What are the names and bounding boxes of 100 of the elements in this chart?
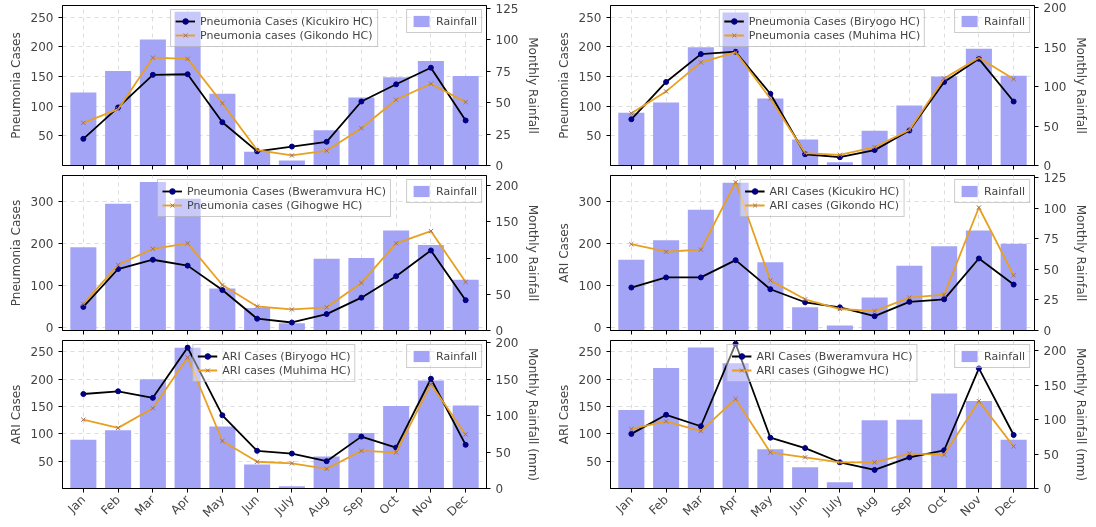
y-tick-label: 200 bbox=[578, 372, 602, 387]
x-tick-label: Feb bbox=[646, 492, 672, 518]
bar bbox=[757, 98, 784, 166]
bar bbox=[139, 39, 166, 166]
y2-tick-label: 0 bbox=[1043, 482, 1052, 496]
y-tick-label: 150 bbox=[578, 400, 602, 415]
y2-tick-label: 50 bbox=[1043, 447, 1059, 462]
legend-label: Rainfall bbox=[984, 184, 1025, 198]
y2-tick-label: 100 bbox=[1043, 201, 1067, 216]
x-tick-label: Jan bbox=[612, 492, 637, 517]
y-tick-label: 250 bbox=[578, 10, 602, 25]
legend-label: Pneumonia Cases (Biryogo HC) bbox=[748, 14, 920, 28]
bar bbox=[383, 77, 410, 166]
bar bbox=[687, 209, 714, 331]
x-tick-label: Jun bbox=[786, 492, 811, 517]
bar bbox=[278, 160, 305, 166]
bar bbox=[383, 406, 410, 489]
y2-tick-label: 150 bbox=[495, 215, 519, 230]
bar bbox=[348, 258, 375, 331]
y-axis-title: ARI Cases bbox=[556, 223, 571, 283]
bar bbox=[722, 182, 749, 331]
y-axis-title: ARI Cases bbox=[8, 384, 23, 445]
y-tick-label: 250 bbox=[30, 345, 54, 360]
y-tick-label: 100 bbox=[30, 279, 54, 294]
legend-label: Pneumonia cases (Gikondo HC) bbox=[200, 28, 373, 42]
y2-tick-label: 50 bbox=[1043, 262, 1059, 277]
y2-tick-label: 150 bbox=[1043, 40, 1067, 55]
y-tick-label: 200 bbox=[578, 237, 602, 252]
x-tick-label: Mar bbox=[679, 492, 706, 519]
y2-tick-label: 0 bbox=[1043, 324, 1052, 338]
bar bbox=[896, 419, 923, 489]
y2-tick-label: 50 bbox=[1043, 119, 1059, 134]
y-tick-label: 150 bbox=[578, 70, 602, 85]
bar bbox=[105, 203, 132, 331]
y-tick-label: 200 bbox=[30, 40, 54, 55]
bar bbox=[209, 288, 236, 331]
legend-label: ARI cases (Gihogwe HC) bbox=[756, 363, 889, 377]
y2-tick-label: 100 bbox=[1043, 413, 1067, 428]
bar bbox=[965, 230, 992, 331]
y2-tick-label: 200 bbox=[495, 336, 519, 351]
y2-tick-label: 100 bbox=[495, 251, 519, 266]
legend-label: ARI Cases (Biryogo HC) bbox=[222, 349, 351, 363]
y2-tick-label: 150 bbox=[1043, 378, 1067, 393]
x-tick-label: Jun bbox=[238, 492, 263, 517]
y-tick-label: 200 bbox=[30, 372, 54, 387]
y-tick-label: 0 bbox=[593, 321, 602, 336]
y-tick-label: 100 bbox=[30, 99, 54, 114]
bar bbox=[313, 258, 340, 331]
bar bbox=[896, 265, 923, 331]
x-tick-label: Aug bbox=[305, 492, 332, 520]
x-tick-label: Dec bbox=[992, 492, 1019, 519]
y-tick-label: 300 bbox=[30, 195, 54, 210]
y2-tick-label: 25 bbox=[495, 127, 511, 142]
x-tick-label: Jan bbox=[64, 492, 89, 517]
bar bbox=[244, 464, 271, 489]
bar bbox=[757, 262, 784, 331]
legend-label: Rainfall bbox=[436, 14, 477, 28]
y2-axis-title: Monthly Rainfall (mm) bbox=[526, 347, 541, 482]
y2-axis-title: Monthly Rainfall bbox=[1074, 37, 1089, 134]
y2-axis-title: Monthly Rainfall bbox=[526, 37, 541, 134]
x-tick-label: Apr bbox=[715, 492, 741, 518]
legend-label: ARI cases (Gikondo HC) bbox=[769, 198, 900, 212]
y2-tick-label: 200 bbox=[1043, 344, 1067, 359]
y2-tick-label: 50 bbox=[495, 96, 511, 111]
y-axis-title: ARI Cases bbox=[556, 384, 571, 445]
bar bbox=[417, 60, 444, 166]
legend-label: Rainfall bbox=[436, 349, 477, 363]
bar bbox=[826, 482, 853, 489]
x-tick-label: Oct bbox=[924, 492, 950, 518]
y2-tick-label: 25 bbox=[1043, 293, 1059, 308]
y2-axis-title: Monthly Rainfall bbox=[1074, 204, 1089, 302]
y2-tick-label: 0 bbox=[495, 159, 504, 173]
bar bbox=[653, 240, 680, 331]
bar bbox=[452, 405, 479, 489]
y2-tick-label: 75 bbox=[1043, 232, 1059, 247]
y2-tick-label: 0 bbox=[1043, 159, 1052, 173]
y-tick-label: 150 bbox=[30, 400, 54, 415]
y-tick-label: 100 bbox=[578, 427, 602, 442]
bar bbox=[722, 363, 749, 489]
bar bbox=[1000, 75, 1027, 166]
x-tick-label: Feb bbox=[98, 492, 124, 518]
bar bbox=[348, 97, 375, 166]
bar bbox=[618, 259, 645, 331]
bar bbox=[174, 11, 201, 166]
y2-tick-label: 200 bbox=[1043, 1, 1067, 16]
bar bbox=[618, 410, 645, 489]
bar bbox=[757, 449, 784, 489]
y2-tick-label: 50 bbox=[495, 287, 511, 302]
y-tick-label: 50 bbox=[38, 129, 54, 144]
bar bbox=[618, 112, 645, 166]
x-tick-label: Nov bbox=[957, 492, 984, 520]
y2-tick-label: 75 bbox=[495, 64, 511, 79]
bar bbox=[452, 76, 479, 166]
y-tick-label: 0 bbox=[45, 321, 54, 336]
y-tick-label: 100 bbox=[578, 279, 602, 294]
legend-label: Pneumonia Cases (Bweramvura HC) bbox=[186, 184, 387, 198]
y2-axis-title: Monthly Rainfall bbox=[526, 204, 541, 302]
bar bbox=[70, 439, 97, 489]
legend-label: ARI cases (Muhima HC) bbox=[222, 363, 351, 377]
y-axis-title: Pneumonia Cases bbox=[556, 32, 571, 139]
